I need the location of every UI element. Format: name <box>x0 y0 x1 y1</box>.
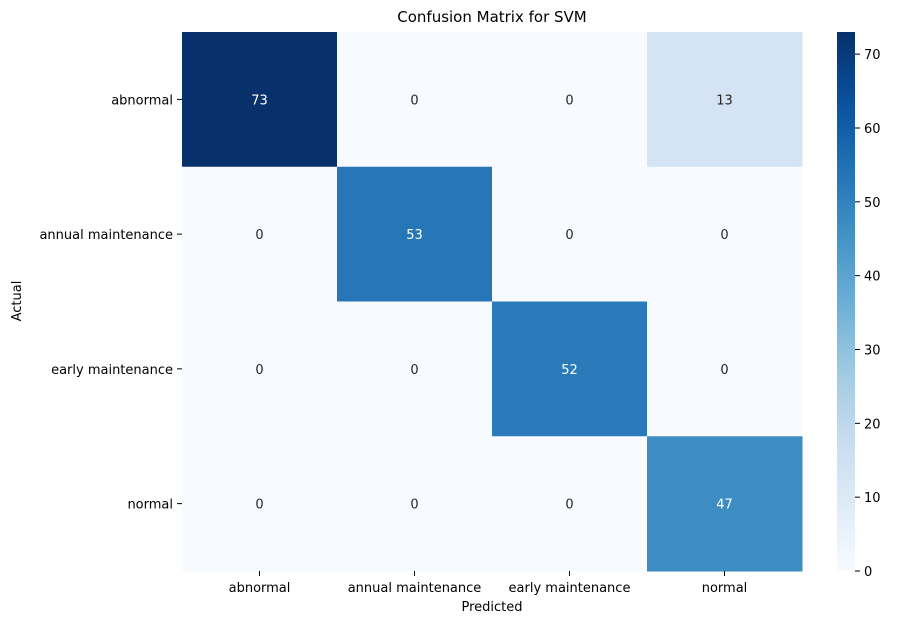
y-tick-label: normal <box>127 498 173 513</box>
colorbar-tick-label: 10 <box>864 491 881 506</box>
cell-value-label: 13 <box>716 93 733 108</box>
heatmap-cell <box>647 301 803 437</box>
heatmap-cell <box>337 166 493 302</box>
heatmap-cell <box>182 166 338 302</box>
heatmap-cells <box>182 32 803 572</box>
colorbar-ticks: 0 10 20 30 40 50 60 70 <box>855 48 881 580</box>
x-tick-label: abnormal <box>229 581 291 596</box>
cell-value-label: 47 <box>716 498 733 513</box>
x-tick-label: early maintenance <box>509 581 631 596</box>
heatmap-cell <box>492 436 648 572</box>
heatmap-annotations: 73 0 0 13 0 53 0 0 0 0 52 0 0 0 0 47 <box>251 93 733 512</box>
y-axis-ticks: abnormal annual maintenance early maintena… <box>39 93 182 513</box>
heatmap-cell <box>337 436 493 572</box>
cell-value-label: 0 <box>410 363 418 378</box>
heatmap-cell <box>647 166 803 302</box>
cell-value-label: 53 <box>406 228 423 243</box>
colorbar-tick-label: 70 <box>864 48 881 63</box>
cell-value-label: 0 <box>410 498 418 513</box>
colorbar-tick-label: 60 <box>864 122 881 137</box>
cell-value-label: 0 <box>720 228 728 243</box>
heatmap-cell <box>492 32 648 168</box>
cell-value-label: 0 <box>720 363 728 378</box>
heatmap-cell <box>182 436 338 572</box>
cell-value-label: 73 <box>251 93 268 108</box>
y-tick-label: early maintenance <box>51 363 173 378</box>
colorbar-tick-label: 20 <box>864 417 881 432</box>
heatmap-cell <box>647 32 803 168</box>
colorbar-tick-label: 40 <box>864 270 881 285</box>
colorbar <box>837 32 855 571</box>
cell-value-label: 0 <box>410 93 418 108</box>
colorbar-tick-label: 30 <box>864 343 881 358</box>
heatmap-cell <box>182 32 338 168</box>
cell-value-label: 0 <box>255 228 263 243</box>
y-tick-label: annual maintenance <box>39 228 173 243</box>
x-tick-label: normal <box>702 581 748 596</box>
chart-title: Confusion Matrix for SVM <box>397 8 587 26</box>
colorbar-tick-label: 50 <box>864 196 881 211</box>
x-tick-label: annual maintenance <box>348 581 482 596</box>
x-axis-ticks: abnormal annual maintenance early maintena… <box>229 571 748 596</box>
heatmap-cell <box>647 436 803 572</box>
heatmap-cell <box>492 166 648 302</box>
cell-value-label: 0 <box>565 228 573 243</box>
y-axis-label: Actual <box>10 281 25 322</box>
cell-value-label: 0 <box>565 93 573 108</box>
cell-value-label: 0 <box>565 498 573 513</box>
colorbar-tick-label: 0 <box>864 565 872 580</box>
cell-value-label: 52 <box>561 363 578 378</box>
heatmap-cell <box>337 301 493 437</box>
heatmap-cell <box>492 301 648 437</box>
x-axis-label: Predicted <box>461 600 522 615</box>
heatmap-cell <box>337 32 493 168</box>
y-tick-label: abnormal <box>111 93 173 108</box>
cell-value-label: 0 <box>255 363 263 378</box>
cell-value-label: 0 <box>255 498 263 513</box>
heatmap-cell <box>182 301 338 437</box>
